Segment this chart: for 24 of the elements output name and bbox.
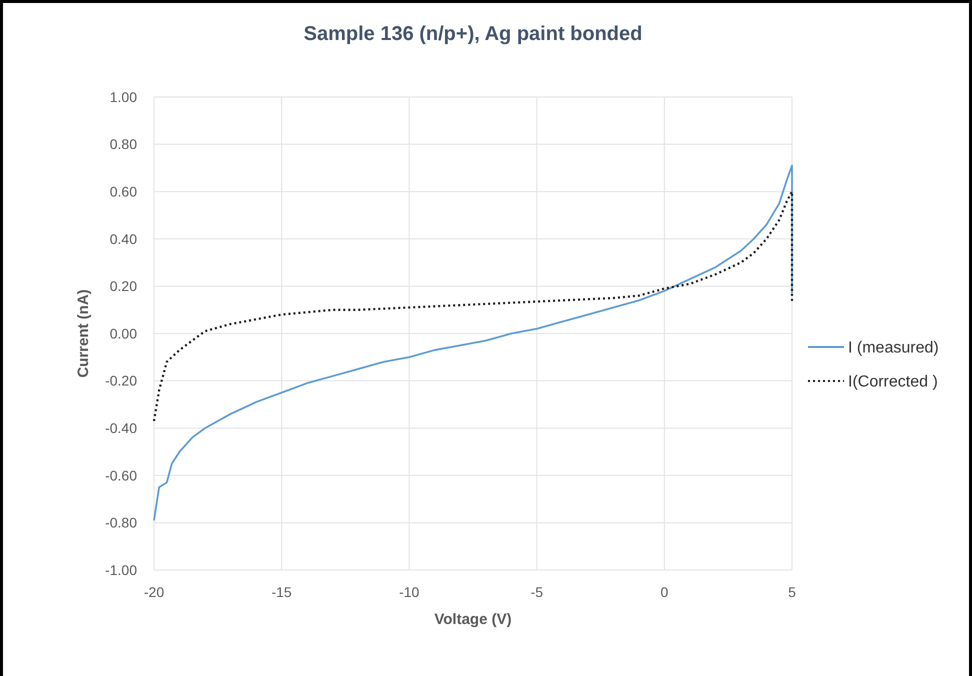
legend-label: I(Corrected ) <box>848 374 938 391</box>
y-tick-label: -0.80 <box>105 514 138 531</box>
y-tick-label: 0.40 <box>110 230 138 247</box>
y-tick-label: -0.20 <box>105 372 138 389</box>
x-tick-label: -20 <box>144 584 164 600</box>
y-tick-label: -0.60 <box>105 467 138 484</box>
y-tick-label: 0.80 <box>110 136 138 152</box>
line-series <box>153 164 793 522</box>
x-tick-label: -15 <box>271 584 292 600</box>
x-tick-label: -5 <box>530 584 544 600</box>
y-tick-label: -1.00 <box>105 562 138 578</box>
y-tick-label: 1.00 <box>110 88 138 105</box>
x-tick-label: 0 <box>660 584 668 600</box>
x-tick-label: 5 <box>788 584 796 600</box>
x-axis-title: Voltage (V) <box>434 611 512 628</box>
y-tick-label: -0.40 <box>105 420 138 436</box>
chart-title: Sample 136 (n/p+), Ag paint bonded <box>304 23 642 45</box>
legend-label: I (measured) <box>848 340 939 357</box>
y-axis-title: Current (nA) <box>75 289 92 378</box>
y-tick-label: 0.00 <box>110 325 138 342</box>
y-tick-label: 0.20 <box>110 278 138 294</box>
x-tick-label: -10 <box>399 584 420 600</box>
line-series <box>152 190 794 422</box>
y-tick-label: 0.60 <box>110 184 138 200</box>
